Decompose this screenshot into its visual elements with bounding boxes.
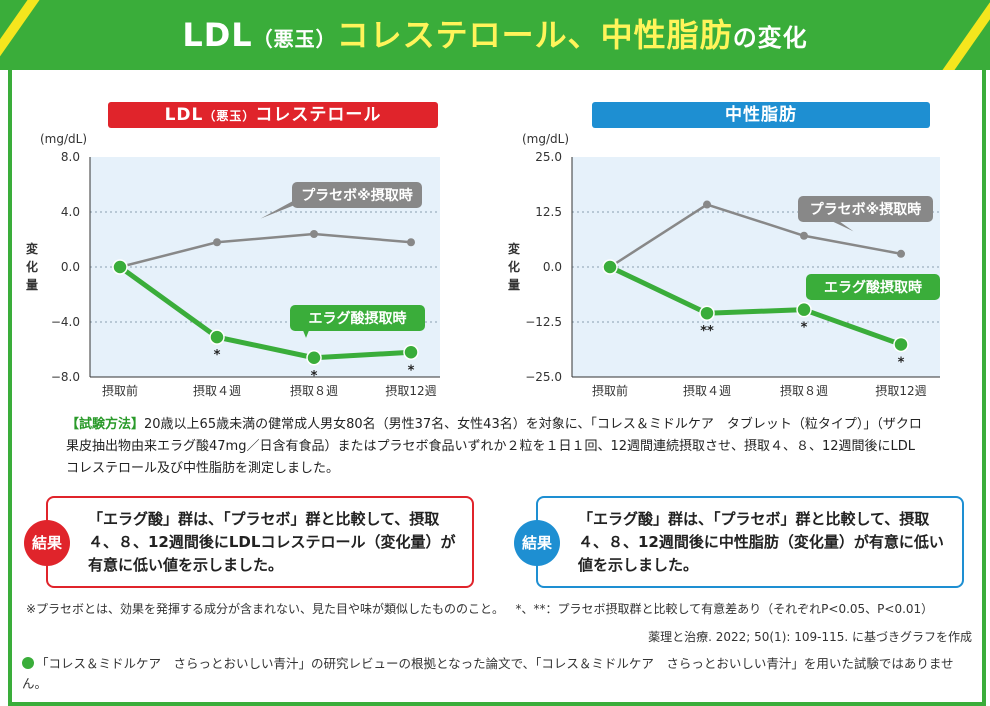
c0-data-point-placebo (407, 238, 415, 247)
c0-series-line-ellagic (118, 264, 412, 361)
title-ldl-paren: （悪玉） (252, 27, 337, 51)
c0-series-line-placebo (119, 232, 412, 269)
c0-unit-label: (mg/dL) (40, 132, 87, 146)
c1-y-tick-label: −12.5 (525, 315, 562, 329)
c1-x-tick-label: 摂取４週 (683, 383, 731, 398)
c1-data-point-placebo (703, 200, 711, 209)
c0-data-point-placebo (213, 238, 221, 247)
c0-x-tick-label: 摂取８週 (290, 383, 338, 398)
c0-legend-label-ellagic: エラグ酸摂取時 (309, 310, 407, 327)
title-ldl: LDL (182, 16, 253, 54)
c0-data-point-ellagic (403, 344, 419, 360)
page-title: LDL（悪玉）コレステロール、中性脂肪の変化 (0, 0, 990, 70)
tg-result-badge: 結果 (514, 520, 560, 566)
c1-data-point-ellagic (796, 301, 812, 318)
c0-y-tick-label: 8.0 (61, 150, 80, 164)
placebo-note: ※プラセボとは、効果を発揮する成分が含まれない、見た目や味が類似したもののこと。 (26, 602, 505, 616)
c1-legend-label-ellagic: エラグ酸摂取時 (824, 279, 922, 296)
tg-result-box: 結果 「エラグ酸」群は、「プラセボ」群と比較して、摂取 ４、８、12週間後に中性… (514, 496, 964, 588)
c0-legend-pointer-placebo (260, 195, 320, 219)
c1-y-tick-label: 0.0 (543, 260, 562, 274)
method-tag: 【試験方法】 (66, 417, 145, 432)
c0-y-axis-label-char: 変 (26, 241, 39, 256)
c1-unit-label: (mg/dL) (522, 132, 569, 146)
c0-y-tick-label: −8.0 (51, 370, 80, 384)
c1-series-line-ellagic (608, 264, 902, 347)
c0-significance-mark: * (311, 369, 318, 384)
ldl-header-main: LDL (164, 105, 204, 125)
c0-significance-mark: * (214, 348, 221, 363)
c1-y-axis-label-char: 量 (508, 278, 520, 292)
bullet-dot-icon (22, 657, 34, 669)
c1-legend-box-ellagic (806, 274, 940, 300)
ldl-result-text: 「エラグ酸」群は、「プラセボ」群と比較して、摂取 ４、８、12週間後にLDLコレ… (88, 510, 456, 574)
c0-x-tick-label: 摂取前 (102, 383, 138, 398)
method-body: 20歳以上65歳未満の健常成人男女80名（男性37名、女性43名）を対象に、「コ… (66, 417, 922, 476)
method-text: 【試験方法】20歳以上65歳未満の健常成人男女80名（男性37名、女性43名）を… (66, 414, 926, 480)
disclaimer-text: 「コレス＆ミドルケア さらっとおいしい青汁」の研究レビューの根拠となった論文で、… (22, 656, 954, 691)
title-suffix: の変化 (732, 24, 808, 52)
footnote-source: 薬理と治療. 2022; 50(1): 109-115. に基づきグラフを作成 (648, 630, 972, 644)
c1-y-axis-label-char: 化 (508, 259, 520, 274)
c1-data-point-ellagic (602, 259, 618, 275)
title-cholesterol: コレステロール、 (336, 16, 601, 54)
c1-legend-pointer-ellagic (809, 287, 830, 299)
c1-y-tick-label: 25.0 (535, 150, 562, 164)
tg-header-main: 中性脂肪 (725, 105, 797, 125)
c0-legend-pointer-ellagic (298, 318, 314, 338)
c1-x-tick-label: 摂取８週 (780, 383, 828, 398)
c1-legend-pointer-placebo (806, 209, 854, 232)
c1-significance-mark: * (801, 321, 808, 336)
c0-data-point-ellagic (306, 350, 322, 366)
c0-y-tick-label: 0.0 (61, 260, 80, 274)
c1-data-point-placebo (897, 249, 905, 258)
ldl-chart-header: LDL（悪玉）コレステロール (108, 102, 438, 128)
c0-data-point-placebo (310, 230, 318, 238)
c0-y-tick-label: −4.0 (51, 315, 80, 329)
ldl-header-rest: コレステロール (255, 105, 382, 125)
tg-result-text: 「エラグ酸」群は、「プラセボ」群と比較して、摂取 ４、８、12週間後に中性脂肪（… (578, 510, 944, 574)
significance-note: *、**：プラセボ摂取群と比較して有意差あり（それぞれP<0.05、P<0.01… (515, 602, 934, 616)
c1-y-axis-label-char: 変 (508, 241, 521, 256)
c0-x-tick-label: 摂取12週 (385, 383, 436, 398)
c1-legend-label-placebo: プラセボ※摂取時 (810, 201, 922, 218)
footnote-placebo: ※プラセボとは、効果を発揮する成分が含まれない、見た目や味が類似したもののこと。… (26, 600, 976, 617)
c1-data-point-placebo (800, 231, 808, 240)
c1-y-tick-label: −25.0 (525, 370, 562, 384)
c0-y-axis-label-char: 量 (26, 278, 38, 292)
c1-y-tick-label: 12.5 (535, 205, 562, 219)
c0-data-point-ellagic (112, 259, 128, 275)
ldl-header-paren: （悪玉） (203, 109, 256, 123)
content-frame (8, 70, 986, 706)
c0-legend-box-placebo (292, 182, 422, 208)
c1-series-line-placebo (609, 203, 902, 269)
c1-data-point-ellagic (699, 305, 715, 321)
c1-significance-mark: * (898, 355, 905, 370)
c0-legend-label-placebo: プラセボ※摂取時 (301, 187, 413, 204)
footnote-disclaimer: 「コレス＆ミドルケア さらっとおいしい青汁」の研究レビューの根拠となった論文で、… (22, 654, 972, 694)
tg-chart-header: 中性脂肪 (592, 102, 930, 128)
ldl-result-box: 結果 「エラグ酸」群は、「プラセボ」群と比較して、摂取 ４、８、12週間後にLD… (24, 496, 474, 588)
c1-x-tick-label: 摂取前 (592, 383, 628, 398)
c1-legend-box-placebo (798, 196, 933, 222)
c0-x-tick-label: 摂取４週 (193, 383, 241, 398)
title-triglyceride: 中性脂肪 (600, 16, 733, 54)
c1-significance-mark: ** (700, 324, 714, 339)
c1-data-point-ellagic (893, 336, 909, 353)
c1-x-tick-label: 摂取12週 (875, 383, 926, 398)
c0-y-tick-label: 4.0 (61, 205, 80, 219)
ldl-result-badge: 結果 (24, 520, 70, 566)
c0-y-axis-label-char: 化 (26, 259, 38, 274)
c0-legend-box-ellagic (290, 305, 425, 331)
title-banner: LDL（悪玉）コレステロール、中性脂肪の変化 (0, 0, 990, 70)
c0-data-point-ellagic (209, 329, 225, 345)
c0-significance-mark: * (408, 363, 415, 378)
